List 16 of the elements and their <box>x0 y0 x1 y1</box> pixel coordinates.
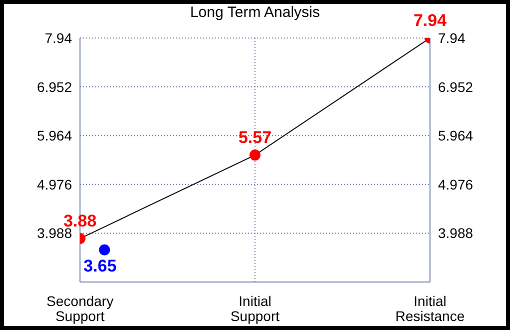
y2-tick-label: 7.94 <box>438 30 466 46</box>
y2-tick-label: 6.952 <box>438 78 474 95</box>
x-tick-label: Initial Support <box>230 293 280 324</box>
x-tick-label: Initial Resistance <box>395 293 465 324</box>
data-label: 3.65 <box>83 256 117 276</box>
y2-tick-label: 4.976 <box>438 176 474 192</box>
y-tick-label: 7.94 <box>44 30 72 46</box>
data-label: 7.94 <box>413 11 448 30</box>
y2-tick-label: 3.988 <box>438 225 474 242</box>
y-tick-label: 5.964 <box>36 128 72 144</box>
y-tick-label: 6.952 <box>36 78 72 95</box>
chart-title: Long Term Analysis <box>190 4 320 21</box>
x-tick-label: Secondary Support <box>46 293 114 324</box>
y-tick-label: 4.976 <box>36 176 72 192</box>
y2-tick-label: 5.964 <box>438 128 474 144</box>
data-label: 5.57 <box>238 128 272 148</box>
